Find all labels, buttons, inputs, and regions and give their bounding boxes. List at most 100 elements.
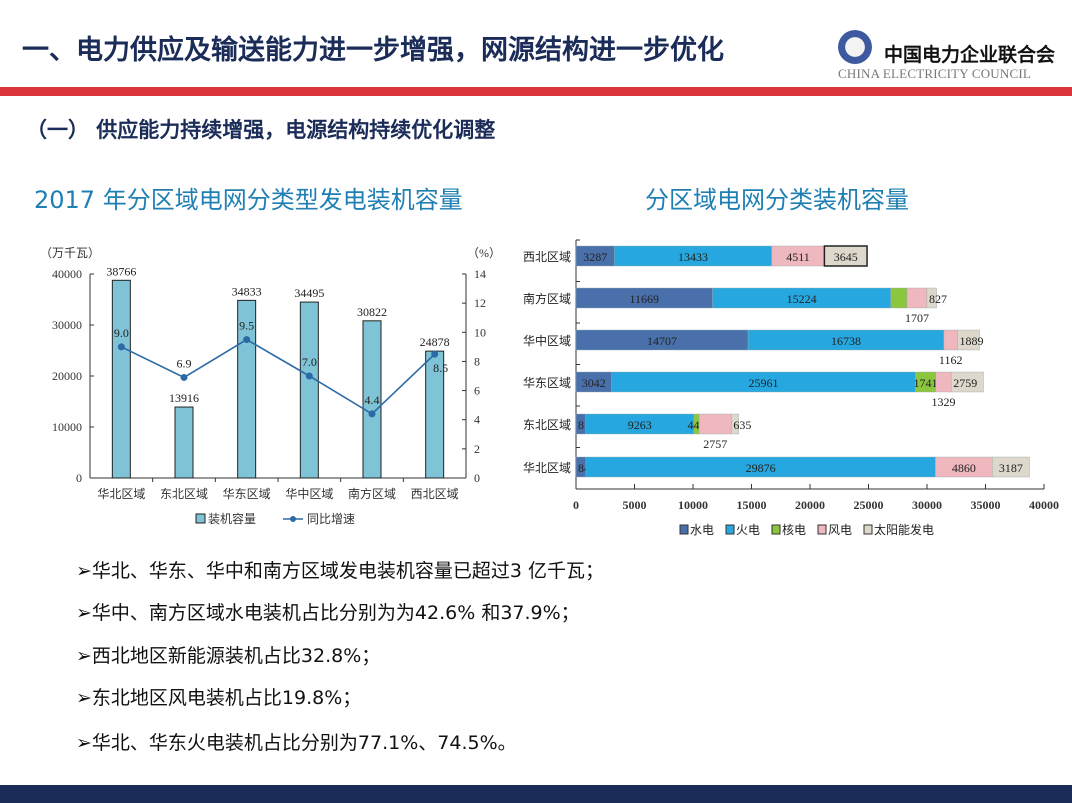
logo-english-name: CHINA ELECTRICITY COUNCIL (838, 66, 1032, 81)
growth-point (368, 410, 376, 418)
segment-value-label: 635 (733, 418, 751, 432)
chart2-title: 分区域电网分类装机容量 (645, 186, 909, 214)
bar (111, 279, 131, 479)
footer-bar (0, 785, 1072, 803)
y-tick-label: 西北区域 (523, 250, 571, 264)
growth-point (243, 336, 251, 344)
legend-swatch (817, 524, 827, 535)
growth-point (117, 343, 125, 351)
x-tick-label: 25000 (854, 498, 884, 512)
x-tick-label: 华东区域 (223, 487, 271, 501)
legend-label-bar: 装机容量 (208, 511, 256, 526)
bar-segment (926, 287, 937, 309)
x-tick-label: 20000 (795, 498, 825, 512)
bar-segment (698, 413, 732, 435)
x-tick-label: 10000 (678, 498, 708, 512)
y2-tick-label: 14 (474, 267, 486, 281)
y2-tick-label: 4 (474, 413, 480, 427)
x-tick-label: 30000 (912, 498, 942, 512)
x-tick-label: 5000 (623, 498, 647, 512)
segment-value-label: 4511 (786, 250, 810, 264)
legend-label-line: 同比增速 (307, 512, 355, 526)
y-tick-label: 20000 (52, 369, 82, 383)
section-subtitle: （一） 供应能力持续增强，电源结构持续优化调整 (26, 118, 496, 142)
y2-tick-label: 0 (474, 471, 480, 485)
segment-value-label: 1889 (960, 334, 984, 348)
growth-value-label: 8.5 (433, 361, 448, 375)
bar-segment (731, 413, 740, 435)
bullet-2: ➢华中、南方区域水电装机占比分别为为42.6% 和37.9%； (76, 602, 580, 624)
y2-tick-label: 2 (474, 442, 480, 456)
bar-segment (890, 287, 908, 309)
segment-value-label: 1162 (939, 353, 963, 367)
y-tick-label: 10000 (52, 420, 82, 434)
legend-swatch-point (290, 516, 296, 522)
slide-title: 一、电力供应及输送能力进一步增强，网源结构进一步优化 (22, 35, 724, 66)
y-tick-label: 40000 (52, 267, 82, 281)
header-divider (0, 87, 1072, 96)
segment-value-label: 4860 (952, 461, 976, 475)
y-tick-label: 华中区域 (523, 333, 571, 348)
growth-value-label: 7.0 (302, 355, 317, 369)
segment-value-label: 29876 (746, 461, 776, 475)
segment-value-label: 3287 (583, 250, 607, 264)
legend-swatch (863, 524, 873, 535)
bar-value-label: 24878 (420, 335, 450, 349)
y-tick-label: 华北区域 (523, 461, 571, 475)
growth-value-label: 6.9 (177, 356, 192, 370)
legend-swatch (725, 524, 735, 535)
segment-value-label: 15224 (787, 292, 817, 306)
growth-value-label: 4.4 (365, 393, 380, 407)
legend-swatch-bar (195, 513, 206, 524)
x-tick-label: 华北区域 (97, 487, 145, 501)
bar-value-label: 30822 (357, 305, 387, 319)
y-tick-label: 30000 (52, 318, 82, 332)
chart1-title: 2017 年分区域电网分类型发电装机容量 (34, 186, 463, 214)
segment-value-label: 827 (929, 292, 947, 306)
x-tick-label: 0 (573, 498, 579, 512)
bar-value-label: 38766 (106, 264, 136, 278)
bar (299, 301, 319, 479)
legend-label: 风电 (828, 523, 852, 537)
bar-segment (957, 329, 980, 351)
y-tick-label: 华东区域 (523, 376, 571, 390)
y-tick-label: 东北区域 (523, 418, 571, 432)
segment-value-label: 14707 (647, 334, 677, 348)
growth-value-label: 9.5 (239, 319, 254, 333)
x-tick-label: 35000 (971, 498, 1001, 512)
growth-point (305, 372, 313, 380)
segment-value-label: 2759 (953, 376, 977, 390)
bar-segment (935, 371, 952, 393)
segment-value-label: 1329 (931, 395, 955, 409)
cec-seal-logo (838, 30, 872, 64)
y2-axis-label: （%） (467, 246, 501, 260)
bullet-1: ➢华北、华东、华中和南方区域发电装机容量已超过3 亿千瓦； (76, 560, 605, 582)
growth-point (431, 350, 439, 358)
legend-swatch (679, 524, 689, 535)
segment-value-label: 1741 (914, 376, 938, 390)
bar (237, 299, 257, 479)
segment-value-label: 11669 (629, 292, 659, 306)
legend-label: 太阳能发电 (874, 522, 934, 537)
bar (362, 320, 382, 479)
segment-value-label: 25961 (748, 376, 778, 390)
legend-swatch (771, 524, 781, 535)
legend-label: 核电 (782, 523, 806, 537)
x-tick-label: 华中区域 (285, 486, 333, 501)
segment-value-label: 9263 (628, 418, 652, 432)
y2-tick-label: 6 (474, 384, 480, 398)
x-tick-label: 南方区域 (348, 486, 396, 501)
y2-tick-label: 10 (474, 325, 486, 339)
bullet-4: ➢东北地区风电装机占比19.8%； (76, 687, 362, 709)
legend-label: 水电 (690, 523, 714, 537)
segment-value-label: 2757 (703, 437, 727, 451)
bar-segment (823, 245, 868, 267)
y-tick-label: 南方区域 (523, 291, 571, 306)
bar-segment (951, 371, 984, 393)
legend-label: 火电 (736, 523, 760, 537)
bar-segment (943, 329, 958, 351)
logo-chinese-name: 中国电力企业联合会 (884, 44, 1056, 66)
y2-tick-label: 12 (474, 296, 486, 310)
y2-tick-label: 8 (474, 354, 480, 368)
